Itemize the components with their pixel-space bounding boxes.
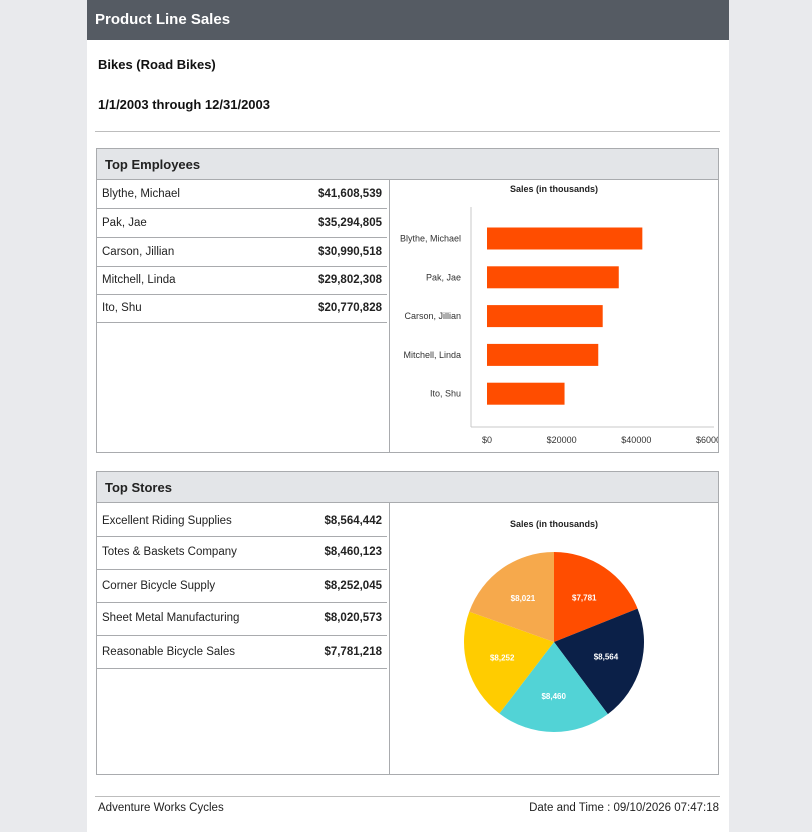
pie-slice — [469, 552, 554, 642]
pie-slice — [554, 552, 638, 642]
bar — [487, 305, 603, 328]
x-tick-label: $40000 — [621, 435, 651, 445]
report-title: Product Line Sales — [87, 0, 729, 40]
chart-title: Sales (in thousands) — [510, 519, 598, 529]
footer-divider — [95, 796, 720, 797]
slice-label: $8,460 — [541, 692, 566, 701]
store-sales: $8,252,045 — [324, 580, 382, 592]
store-sales: $8,460,123 — [324, 546, 382, 558]
pie-chart: Sales (in thousands) $7,781 $8,564 $8,460 $8… — [464, 519, 644, 732]
employee-sales-chart: Sales (in thousands) Blythe, Michael Pak, … — [390, 180, 726, 457]
pie-slice — [554, 608, 644, 715]
category-label: Pak, Jae — [426, 272, 461, 282]
top-employees-panel: Top Employees Blythe, Michael $41,608,53… — [96, 148, 726, 453]
table-row: Pak, Jae $35,294,805 — [97, 209, 387, 238]
report-page: Product Line Sales Bikes (Road Bikes) 1/… — [87, 0, 729, 832]
category-label: Ito, Shu — [430, 389, 461, 399]
table-row: Ito, Shu $20,770,828 — [97, 295, 387, 323]
table-row: Blythe, Michael $41,608,539 — [97, 180, 387, 209]
x-tick-label: $20000 — [547, 435, 577, 445]
slice-label: $7,781 — [572, 593, 597, 602]
employee-sales: $20,770,828 — [318, 302, 382, 314]
employee-name: Mitchell, Linda — [102, 274, 176, 286]
stores-table: Excellent Riding Supplies $8,564,442 Tot… — [97, 503, 390, 774]
employee-sales: $30,990,518 — [318, 246, 382, 258]
slice-label: $8,564 — [594, 653, 619, 662]
store-sales: $7,781,218 — [324, 646, 382, 658]
report-datetime: Date and Time : 09/10/2026 07:47:18 — [529, 802, 719, 814]
table-row: Totes & Baskets Company $8,460,123 — [97, 537, 387, 570]
top-employees-heading: Top Employees — [97, 149, 718, 180]
store-sales: $8,564,442 — [324, 515, 382, 527]
store-name: Excellent Riding Supplies — [102, 515, 232, 527]
category-label: Carson, Jillian — [404, 311, 461, 321]
bar — [487, 343, 599, 366]
store-sales: $8,020,573 — [324, 612, 382, 624]
employee-sales: $35,294,805 — [318, 217, 382, 229]
divider — [95, 131, 720, 132]
employee-name: Blythe, Michael — [102, 188, 180, 200]
table-row: Mitchell, Linda $29,802,308 — [97, 267, 387, 295]
bar — [487, 266, 619, 289]
table-row: Excellent Riding Supplies $8,564,442 — [97, 503, 387, 537]
table-row: Reasonable Bicycle Sales $7,781,218 — [97, 636, 387, 669]
product-line-label: Bikes (Road Bikes) — [98, 57, 216, 72]
employee-sales: $29,802,308 — [318, 274, 382, 286]
table-row: Sheet Metal Manufacturing $8,020,573 — [97, 603, 387, 636]
x-tick-label: $60000 — [696, 435, 718, 445]
chart-title: Sales (in thousands) — [510, 184, 598, 194]
date-range-label: 1/1/2003 through 12/31/2003 — [98, 97, 270, 112]
top-stores-heading: Top Stores — [97, 472, 718, 503]
bar — [487, 227, 643, 250]
store-name: Sheet Metal Manufacturing — [102, 612, 240, 624]
store-name: Totes & Baskets Company — [102, 546, 237, 558]
x-tick-label: $0 — [482, 435, 492, 445]
employee-sales: $41,608,539 — [318, 188, 382, 200]
slice-label: $8,252 — [490, 653, 515, 662]
company-name: Adventure Works Cycles — [98, 802, 224, 814]
table-row: Corner Bicycle Supply $8,252,045 — [97, 570, 387, 603]
category-label: Blythe, Michael — [400, 234, 461, 244]
bar-chart: Sales (in thousands) Blythe, Michael Pak, … — [400, 184, 726, 445]
table-row: Carson, Jillian $30,990,518 — [97, 238, 387, 267]
store-name: Corner Bicycle Supply — [102, 580, 216, 592]
pie-slice — [464, 611, 554, 714]
pie-slice — [499, 642, 608, 732]
top-stores-panel: Top Stores Excellent Riding Supplies $8,… — [96, 471, 719, 775]
employee-name: Pak, Jae — [102, 217, 147, 229]
employees-table: Blythe, Michael $41,608,539 Pak, Jae $35… — [97, 180, 390, 452]
store-sales-chart: Sales (in thousands) $7,781 $8,564 $8,460 $8… — [390, 503, 718, 779]
slice-label: $8,021 — [511, 594, 536, 603]
employee-name: Carson, Jillian — [102, 246, 175, 258]
store-name: Reasonable Bicycle Sales — [102, 646, 235, 658]
category-label: Mitchell, Linda — [403, 350, 461, 360]
employee-name: Ito, Shu — [102, 302, 142, 314]
bar — [487, 382, 565, 405]
